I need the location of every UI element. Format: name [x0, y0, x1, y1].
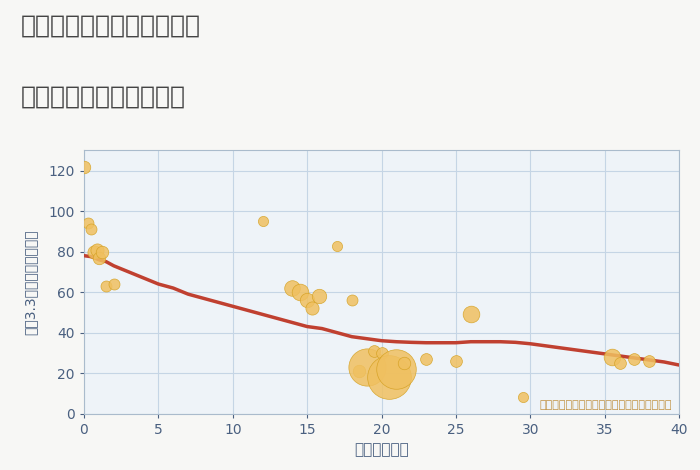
Point	[302, 297, 313, 304]
Point	[465, 311, 476, 318]
Point	[96, 248, 108, 255]
Point	[644, 357, 655, 365]
Point	[421, 355, 432, 363]
Point	[257, 218, 268, 225]
Text: 築年数別中古戸建て価格: 築年数別中古戸建て価格	[21, 85, 186, 109]
Point	[78, 163, 90, 170]
Point	[517, 394, 528, 401]
Point	[376, 349, 387, 357]
Point	[391, 365, 402, 373]
Point	[361, 363, 372, 371]
Point	[294, 289, 305, 296]
Point	[93, 254, 104, 261]
X-axis label: 築年数（年）: 築年数（年）	[354, 442, 409, 457]
Point	[368, 347, 379, 354]
Point	[306, 305, 317, 312]
Point	[398, 359, 409, 367]
Point	[108, 280, 119, 288]
Point	[83, 219, 94, 227]
Point	[629, 355, 640, 363]
Point	[331, 242, 342, 249]
Point	[606, 353, 617, 360]
Point	[314, 292, 325, 300]
Y-axis label: 坪（3.3㎡）単価（万円）: 坪（3.3㎡）単価（万円）	[24, 229, 38, 335]
Point	[287, 284, 298, 292]
Point	[86, 226, 97, 233]
Point	[384, 373, 395, 381]
Text: 円の大きさは、取引のあった物件面積を示す: 円の大きさは、取引のあった物件面積を示す	[539, 400, 671, 409]
Point	[354, 368, 365, 375]
Text: 三重県四日市市東垂坂町の: 三重県四日市市東垂坂町の	[21, 14, 201, 38]
Point	[346, 297, 357, 304]
Point	[614, 359, 625, 367]
Point	[101, 282, 112, 290]
Point	[92, 246, 103, 253]
Point	[89, 248, 100, 255]
Point	[450, 357, 461, 365]
